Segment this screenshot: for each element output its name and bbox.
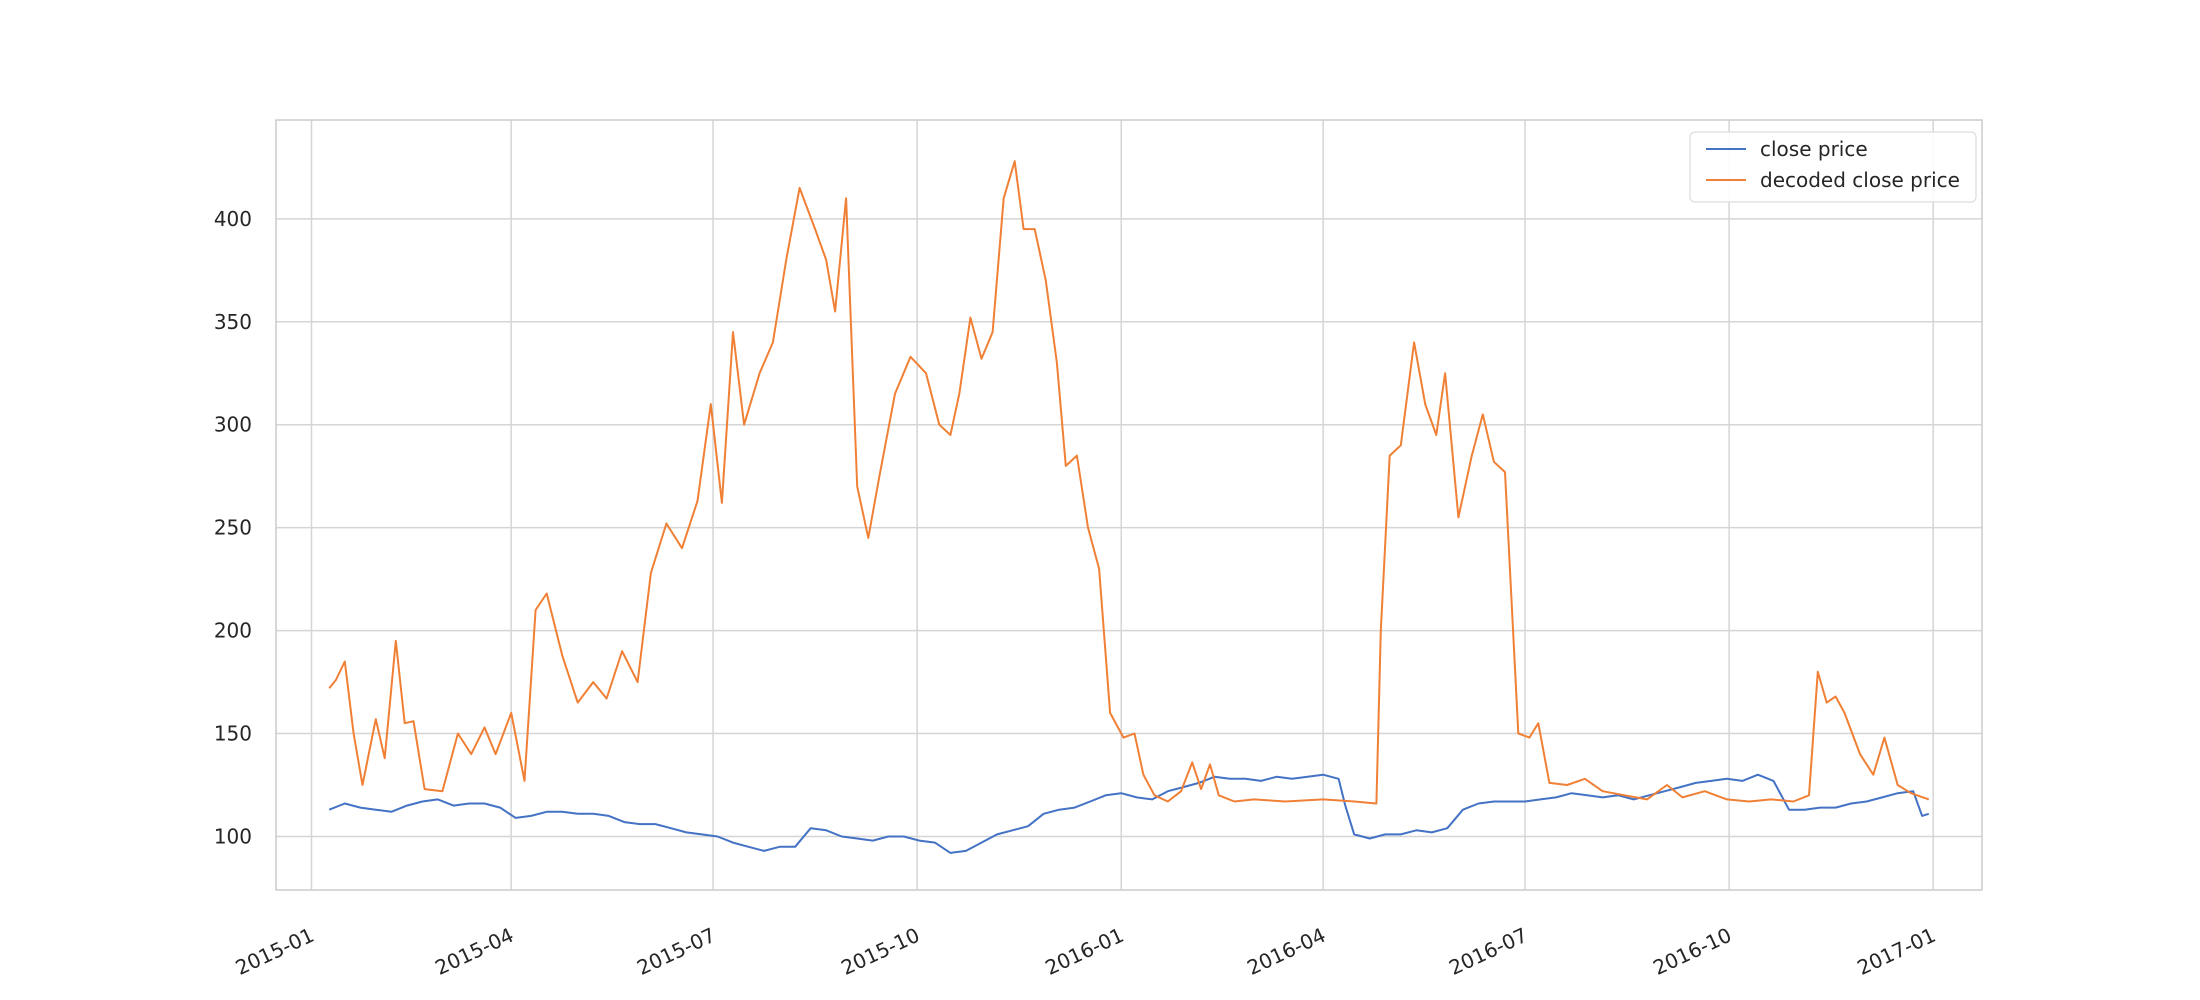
y-tick-label: 300 (214, 413, 252, 437)
plot-frame (275, 119, 1983, 891)
y-tick-label: 250 (214, 516, 252, 540)
legend-label-decoded-close-price: decoded close price (1760, 168, 1960, 192)
y-tick-label: 200 (214, 619, 252, 643)
plot-area (276, 120, 1982, 890)
legend-label-close-price: close price (1760, 137, 1868, 161)
series-line-decoded-close-price (328, 160, 1930, 805)
y-tick-label: 400 (214, 207, 252, 231)
y-tick-label: 100 (214, 824, 252, 848)
x-axis: 2015-01 2015-04 2015-07 2015-10 2016-01 2016-… (232, 923, 1940, 980)
legend-box (1689, 131, 1977, 203)
y-tick-label: 150 (214, 722, 252, 746)
grid (276, 120, 1982, 890)
series-layer (328, 160, 1930, 854)
y-tick-label: 350 (214, 310, 252, 334)
legend: close price decoded close price (1689, 131, 1977, 203)
y-axis: 100 150 200 250 300 350 400 (214, 207, 252, 849)
